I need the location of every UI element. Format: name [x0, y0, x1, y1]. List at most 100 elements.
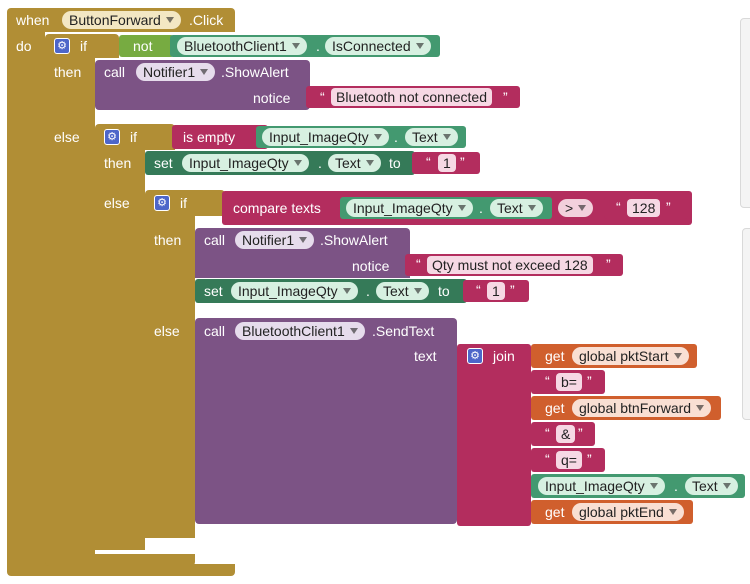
if-label-2: if [130, 129, 137, 145]
set-property-dropdown-2[interactable]: Text [376, 282, 429, 300]
to-label-1: to [389, 155, 401, 171]
close-quote: ” [578, 425, 583, 441]
showalert-method-2: .ShowAlert [320, 232, 388, 248]
text-property-dropdown-2[interactable]: Text [490, 199, 543, 217]
if-label-1: if [80, 38, 87, 54]
open-quote: “ [545, 425, 550, 441]
get-label-3: get [545, 504, 565, 520]
notice-label-1: notice [253, 90, 291, 106]
close-quote: ” [666, 199, 671, 215]
isconnected-property-dropdown[interactable]: IsConnected [325, 37, 431, 55]
event-name-label: .Click [189, 12, 224, 28]
workspace-block-right-top[interactable] [740, 18, 750, 208]
to-label-2: to [438, 283, 450, 299]
var-btnforward-dropdown[interactable]: global btnForward [572, 399, 712, 417]
event-component-dropdown[interactable]: ButtonForward [62, 11, 181, 29]
open-quote: “ [616, 199, 621, 215]
set-value-2[interactable]: 1 [487, 282, 505, 300]
close-quote: ” [606, 256, 611, 272]
string-b-value[interactable]: b= [556, 373, 582, 391]
notifier-component-dropdown-2[interactable]: Notifier1 [235, 231, 315, 249]
notice-text-2[interactable]: Qty must not exceed 128 [427, 256, 593, 274]
text-label: text [414, 348, 437, 364]
string-q-value[interactable]: q= [556, 451, 582, 469]
bluetooth-component-dropdown-2[interactable]: BluetoothClient1 [235, 322, 365, 340]
mutator-gear-icon[interactable]: ⚙ [154, 195, 170, 211]
open-quote: “ [426, 154, 431, 170]
dot-separator: . [479, 200, 483, 216]
then-label-1: then [54, 64, 82, 80]
showalert-method-1: .ShowAlert [221, 64, 289, 80]
dot-separator: . [316, 38, 320, 54]
close-quote: ” [460, 154, 465, 170]
not-label: not [133, 38, 153, 54]
close-quote: ” [510, 282, 515, 298]
mutator-gear-icon[interactable]: ⚙ [104, 129, 120, 145]
set-component-dropdown-2[interactable]: Input_ImageQty [231, 282, 358, 300]
set-component-dropdown-1[interactable]: Input_ImageQty [182, 154, 309, 172]
if-block-2-bottom [95, 538, 145, 550]
notice-text-1[interactable]: Bluetooth not connected [331, 88, 493, 106]
input-imageqty-dropdown-1[interactable]: Input_ImageQty [262, 128, 389, 146]
text-property-dropdown-1[interactable]: Text [405, 128, 458, 146]
call-notifier-showalert-2-body [195, 252, 410, 278]
var-pktstart-dropdown[interactable]: global pktStart [572, 347, 689, 365]
sendtext-method: .SendText [372, 323, 435, 339]
dot-separator: . [394, 129, 398, 145]
close-quote: ” [587, 373, 592, 389]
open-quote: “ [320, 89, 325, 105]
join-block[interactable] [457, 344, 531, 526]
compare-texts-label: compare texts [233, 200, 321, 216]
mutator-gear-icon[interactable]: ⚙ [54, 38, 70, 54]
dot-separator: . [674, 478, 678, 494]
event-block-spine [7, 30, 45, 572]
compare-operator-dropdown[interactable]: > [558, 199, 594, 217]
open-quote: “ [545, 373, 550, 389]
if-block-2-spine [95, 148, 145, 550]
call-bluetooth-sendtext-body [195, 342, 457, 524]
if-label-3: if [180, 195, 187, 211]
set-label-1: set [154, 155, 173, 171]
var-pktend-dropdown[interactable]: global pktEnd [572, 503, 684, 521]
set-label-2: set [204, 283, 223, 299]
notice-label-2: notice [352, 258, 390, 274]
dot-separator: . [318, 155, 322, 171]
else-label-2: else [104, 195, 130, 211]
dot-separator: . [366, 283, 370, 299]
if-block-1-spine [45, 56, 95, 568]
get-label-2: get [545, 400, 565, 416]
string-amp-value[interactable]: & [556, 425, 576, 443]
close-quote: ” [587, 451, 592, 467]
call-label-3: call [204, 323, 226, 339]
is-empty-block[interactable] [172, 125, 268, 149]
mutator-gear-icon[interactable]: ⚙ [467, 348, 483, 364]
else-label-1: else [54, 129, 80, 145]
set-property-dropdown-1[interactable]: Text [328, 154, 381, 172]
bluetooth-component-dropdown[interactable]: BluetoothClient1 [177, 37, 307, 55]
call-label-1: call [104, 64, 126, 80]
text-property-dropdown-3[interactable]: Text [685, 477, 738, 495]
if-block-1-bottom [45, 554, 195, 566]
not-block[interactable] [119, 35, 174, 57]
notifier-component-dropdown-1[interactable]: Notifier1 [136, 63, 216, 81]
input-imageqty-dropdown-3[interactable]: Input_ImageQty [538, 477, 665, 495]
input-imageqty-dropdown-2[interactable]: Input_ImageQty [346, 199, 473, 217]
compare-value[interactable]: 128 [627, 199, 661, 217]
else-label-3: else [154, 323, 180, 339]
set-value-1[interactable]: 1 [438, 154, 456, 172]
close-quote: ” [503, 89, 508, 105]
workspace-block-right-bottom[interactable] [742, 228, 750, 420]
open-quote: “ [476, 282, 481, 298]
do-label: do [16, 38, 32, 54]
open-quote: “ [545, 451, 550, 467]
get-label-1: get [545, 348, 565, 364]
if-block-3-spine [145, 214, 195, 538]
if-block-3-bottom [145, 526, 195, 538]
join-label: join [493, 348, 515, 364]
then-label-3: then [154, 232, 182, 248]
then-label-2: then [104, 155, 132, 171]
when-label: when [16, 12, 50, 28]
call-label-2: call [204, 232, 226, 248]
call-notifier-showalert-1-body [95, 84, 310, 110]
is-empty-label: is empty [183, 129, 236, 145]
